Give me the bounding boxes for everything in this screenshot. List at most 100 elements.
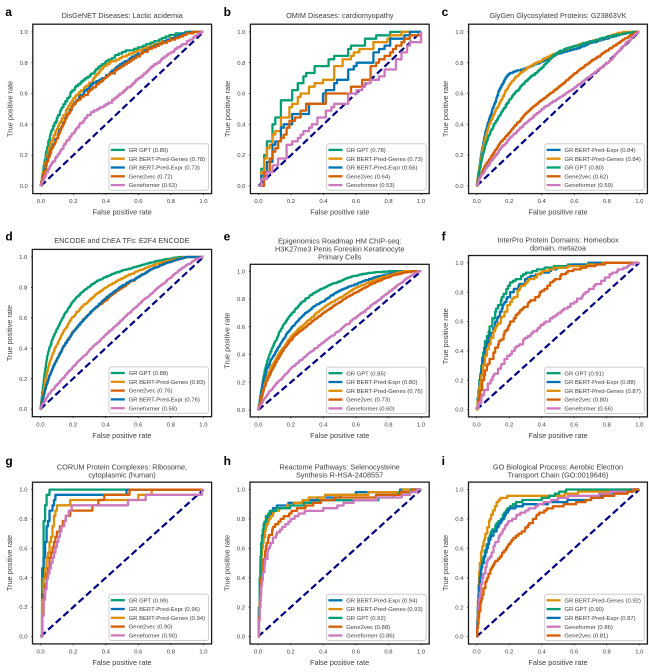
- svg-text:GR BERT-Pred-Expr (0.84): GR BERT-Pred-Expr (0.84): [564, 148, 635, 154]
- svg-text:0.0: 0.0: [237, 408, 246, 414]
- svg-text:Geneformer (0.53): Geneformer (0.53): [346, 183, 394, 189]
- svg-text:0.6: 0.6: [134, 650, 143, 656]
- svg-text:0.0: 0.0: [455, 408, 464, 414]
- svg-text:GR GPT (0.90): GR GPT (0.90): [564, 607, 604, 613]
- svg-text:0.4: 0.4: [455, 349, 464, 355]
- svg-text:0.0: 0.0: [455, 635, 464, 641]
- svg-text:d: d: [5, 230, 12, 244]
- svg-text:False positive rate: False positive rate: [93, 208, 152, 217]
- svg-text:1.0: 1.0: [199, 422, 208, 428]
- svg-text:0.0: 0.0: [237, 635, 246, 641]
- svg-text:1.0: 1.0: [199, 199, 208, 205]
- svg-text:True positive rate: True positive rate: [5, 535, 14, 591]
- svg-text:0.6: 0.6: [20, 92, 29, 98]
- svg-text:0.8: 0.8: [167, 422, 176, 428]
- svg-text:0.2: 0.2: [237, 605, 245, 611]
- svg-text:1.0: 1.0: [237, 488, 246, 494]
- svg-text:0.2: 0.2: [287, 199, 295, 205]
- svg-text:1.0: 1.0: [199, 650, 208, 656]
- svg-text:0.4: 0.4: [538, 423, 547, 429]
- svg-text:GR BERT-Pred-Expr (0.76): GR BERT-Pred-Expr (0.76): [129, 398, 200, 404]
- svg-text:Primary Cells: Primary Cells: [318, 253, 362, 262]
- svg-text:GR GPT (0.99): GR GPT (0.99): [129, 598, 169, 604]
- svg-text:0.4: 0.4: [455, 576, 464, 582]
- svg-text:0.2: 0.2: [237, 153, 245, 159]
- svg-text:0.2: 0.2: [69, 650, 77, 656]
- svg-text:0.4: 0.4: [237, 353, 246, 359]
- svg-text:0.6: 0.6: [570, 199, 579, 205]
- svg-text:0.4: 0.4: [102, 650, 111, 656]
- svg-text:0.6: 0.6: [352, 199, 361, 205]
- svg-text:0.4: 0.4: [319, 650, 328, 656]
- svg-text:GR BERT-Pred-Expr (0.66): GR BERT-Pred-Expr (0.66): [346, 166, 417, 172]
- svg-text:0.8: 0.8: [167, 199, 176, 205]
- svg-text:domain, metazoa: domain, metazoa: [530, 244, 587, 253]
- svg-text:GR BERT-Pred-Expr (0.87): GR BERT-Pred-Expr (0.87): [564, 616, 635, 622]
- svg-text:0.6: 0.6: [237, 325, 246, 331]
- svg-text:0.6: 0.6: [19, 316, 28, 322]
- svg-text:0.6: 0.6: [570, 650, 579, 656]
- svg-text:GlyGen Glycosylated Proteins:: GlyGen Glycosylated Proteins: G23863VK: [489, 11, 626, 20]
- svg-text:Geneformer (0.86): Geneformer (0.86): [564, 625, 612, 631]
- svg-text:0.8: 0.8: [455, 61, 464, 67]
- svg-text:1.0: 1.0: [635, 650, 644, 656]
- svg-text:GR BERT-Pred-Expr (0.96): GR BERT-Pred-Expr (0.96): [129, 607, 200, 613]
- svg-text:1.0: 1.0: [455, 261, 464, 267]
- svg-text:0.0: 0.0: [254, 650, 263, 656]
- svg-text:0.8: 0.8: [237, 517, 246, 523]
- svg-text:0.0: 0.0: [254, 199, 263, 205]
- svg-text:0.4: 0.4: [319, 199, 328, 205]
- svg-text:GR GPT (0.85): GR GPT (0.85): [346, 371, 386, 377]
- svg-text:Synthesis R-HSA-2408557: Synthesis R-HSA-2408557: [296, 470, 383, 479]
- svg-text:False positive rate: False positive rate: [310, 658, 369, 667]
- svg-text:0.2: 0.2: [19, 377, 27, 383]
- svg-text:Geneformer (0.58): Geneformer (0.58): [129, 406, 177, 412]
- svg-text:GR BERT-Pred-Genes (0.94): GR BERT-Pred-Genes (0.94): [129, 616, 206, 622]
- svg-text:0.4: 0.4: [538, 650, 547, 656]
- svg-text:GR BERT-Pred-Genes (0.93): GR BERT-Pred-Genes (0.93): [346, 607, 423, 613]
- svg-text:i: i: [442, 454, 445, 468]
- svg-text:0.6: 0.6: [455, 92, 464, 98]
- svg-text:0.8: 0.8: [603, 650, 612, 656]
- svg-text:1.0: 1.0: [417, 199, 426, 205]
- svg-text:Epigenomics Roadmap HM ChIP-se: Epigenomics Roadmap HM ChIP-seq:: [278, 237, 401, 246]
- svg-text:0.8: 0.8: [384, 423, 393, 429]
- svg-text:0.6: 0.6: [237, 546, 246, 552]
- svg-text:0.4: 0.4: [102, 199, 111, 205]
- svg-text:False positive rate: False positive rate: [528, 658, 587, 667]
- svg-text:1.0: 1.0: [455, 30, 464, 36]
- svg-text:0.2: 0.2: [287, 423, 295, 429]
- svg-text:0.8: 0.8: [19, 286, 28, 292]
- svg-text:0.6: 0.6: [134, 199, 143, 205]
- svg-text:GR BERT-Pred-Expr (0.73): GR BERT-Pred-Expr (0.73): [129, 166, 200, 172]
- svg-text:False positive rate: False positive rate: [310, 431, 369, 440]
- svg-text:Geneformer (0.86): Geneformer (0.86): [346, 634, 394, 640]
- svg-text:Gene2vec (0.76): Gene2vec (0.76): [129, 389, 173, 395]
- svg-text:0.2: 0.2: [455, 153, 463, 159]
- svg-text:1.0: 1.0: [635, 423, 644, 429]
- svg-text:0.0: 0.0: [472, 650, 481, 656]
- svg-text:False positive rate: False positive rate: [528, 208, 587, 217]
- svg-text:GR BERT-Pred-Genes (0.83): GR BERT-Pred-Genes (0.83): [129, 380, 206, 386]
- svg-text:0.8: 0.8: [603, 199, 612, 205]
- svg-text:0.6: 0.6: [19, 547, 28, 553]
- svg-text:0.8: 0.8: [20, 61, 29, 67]
- svg-text:Geneformer (0.66): Geneformer (0.66): [564, 407, 612, 413]
- svg-text:Gene2vec (0.64): Gene2vec (0.64): [346, 174, 390, 180]
- svg-text:0.4: 0.4: [101, 422, 110, 428]
- svg-text:a: a: [5, 5, 12, 19]
- svg-text:0.8: 0.8: [455, 290, 464, 296]
- svg-text:GR BERT-Pred-Genes (0.87): GR BERT-Pred-Genes (0.87): [564, 389, 641, 395]
- svg-text:Gene2vec (0.80): Gene2vec (0.80): [564, 398, 608, 404]
- svg-text:0.8: 0.8: [384, 199, 393, 205]
- svg-text:f: f: [442, 230, 447, 244]
- svg-text:0.0: 0.0: [19, 407, 28, 413]
- svg-text:0.2: 0.2: [20, 153, 28, 159]
- svg-text:g: g: [5, 454, 12, 468]
- svg-text:0.4: 0.4: [20, 122, 29, 128]
- svg-text:0.4: 0.4: [455, 122, 464, 128]
- svg-text:0.2: 0.2: [287, 650, 295, 656]
- svg-text:0.0: 0.0: [237, 184, 246, 190]
- svg-text:Gene2vec (0.81): Gene2vec (0.81): [564, 634, 608, 640]
- svg-text:True positive rate: True positive rate: [441, 81, 450, 137]
